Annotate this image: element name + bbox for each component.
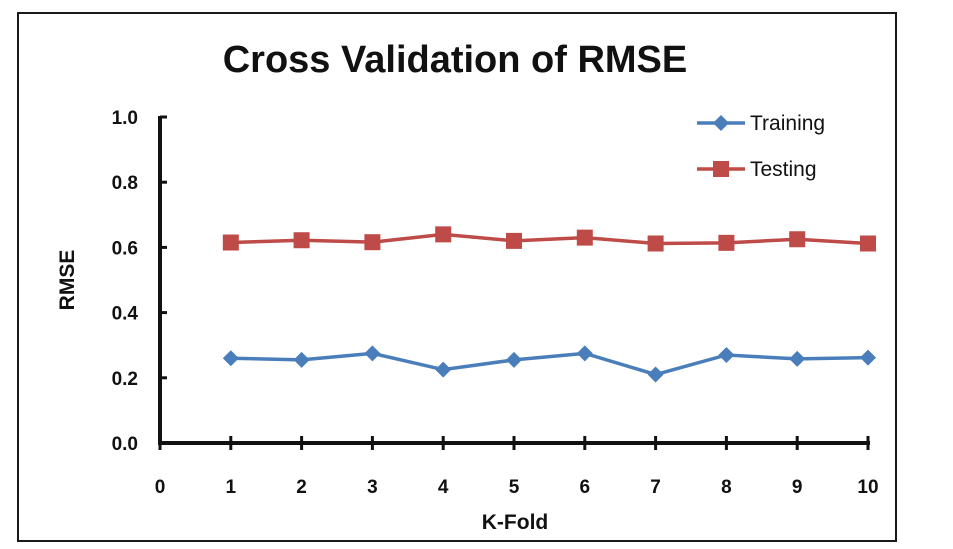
series-layer <box>222 226 876 383</box>
axes: 0.0 0.2 0.4 0.6 0.8 1.0 0 1 2 3 4 5 6 7 8 9 10 <box>112 108 879 498</box>
legend-item-training: Training <box>697 112 825 135</box>
y-tick-label: 1.0 <box>112 108 138 129</box>
x-tick-label: 0 <box>155 477 166 498</box>
training-point <box>860 349 876 366</box>
x-tick-label: 1 <box>226 477 237 498</box>
testing-point <box>576 229 593 246</box>
legend-marker <box>713 161 729 177</box>
y-tick-label: 0.2 <box>112 369 138 390</box>
y-tick-label: 0.6 <box>112 238 138 259</box>
x-tick-label: 3 <box>367 477 378 498</box>
legend-label: Testing <box>750 158 817 181</box>
x-tick-label: 10 <box>857 477 878 498</box>
training-point <box>506 351 522 368</box>
x-axis-label: K-Fold <box>482 511 548 534</box>
y-axis-label: RMSE <box>56 250 79 311</box>
testing-line <box>230 232 869 246</box>
testing-point <box>860 235 876 252</box>
legend-item-testing: Testing <box>697 158 817 181</box>
training-point <box>576 345 593 362</box>
chart-frame <box>17 12 897 542</box>
testing-point <box>718 234 735 251</box>
training-point <box>435 361 452 378</box>
legend: Training Testing <box>697 112 825 181</box>
training-point <box>293 351 310 368</box>
testing-point <box>506 232 522 249</box>
training-point <box>364 345 381 362</box>
legend-label: Training <box>750 112 825 135</box>
legend-marker <box>713 115 729 131</box>
training-point <box>789 350 806 367</box>
chart-title: Cross Validation of RMSE <box>223 39 688 81</box>
testing-series <box>222 226 876 252</box>
x-tick-label: 9 <box>792 477 803 498</box>
testing-point <box>647 235 664 252</box>
training-point <box>718 346 735 363</box>
x-tick-label: 8 <box>721 477 732 498</box>
x-tick-label: 4 <box>438 477 449 498</box>
x-tick-label: 2 <box>296 477 307 498</box>
training-line <box>230 351 869 377</box>
testing-point <box>435 226 452 243</box>
training-series <box>222 345 876 383</box>
training-point <box>222 350 239 367</box>
x-tick-label: 7 <box>650 477 661 498</box>
testing-point <box>293 232 310 249</box>
x-tick-label: 5 <box>509 477 520 498</box>
testing-point <box>222 234 239 251</box>
y-tick-label: 0.8 <box>112 173 138 194</box>
testing-point <box>789 231 806 248</box>
y-tick-label: 0.0 <box>112 434 138 455</box>
y-tick-label: 0.4 <box>112 304 139 325</box>
x-tick-label: 6 <box>580 477 591 498</box>
training-point <box>647 366 664 383</box>
testing-point <box>364 234 381 251</box>
